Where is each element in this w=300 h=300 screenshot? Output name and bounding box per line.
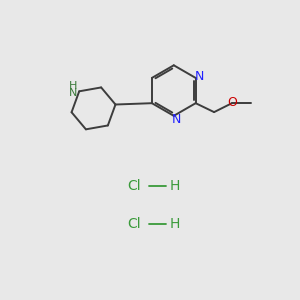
Text: N: N xyxy=(68,88,77,98)
Text: Cl: Cl xyxy=(127,217,140,231)
Text: N: N xyxy=(195,70,205,83)
Text: O: O xyxy=(227,96,237,109)
Text: N: N xyxy=(172,113,181,126)
Text: H: H xyxy=(68,81,77,91)
Text: H: H xyxy=(170,179,181,193)
Text: Cl: Cl xyxy=(127,179,140,193)
Text: H: H xyxy=(170,217,181,231)
